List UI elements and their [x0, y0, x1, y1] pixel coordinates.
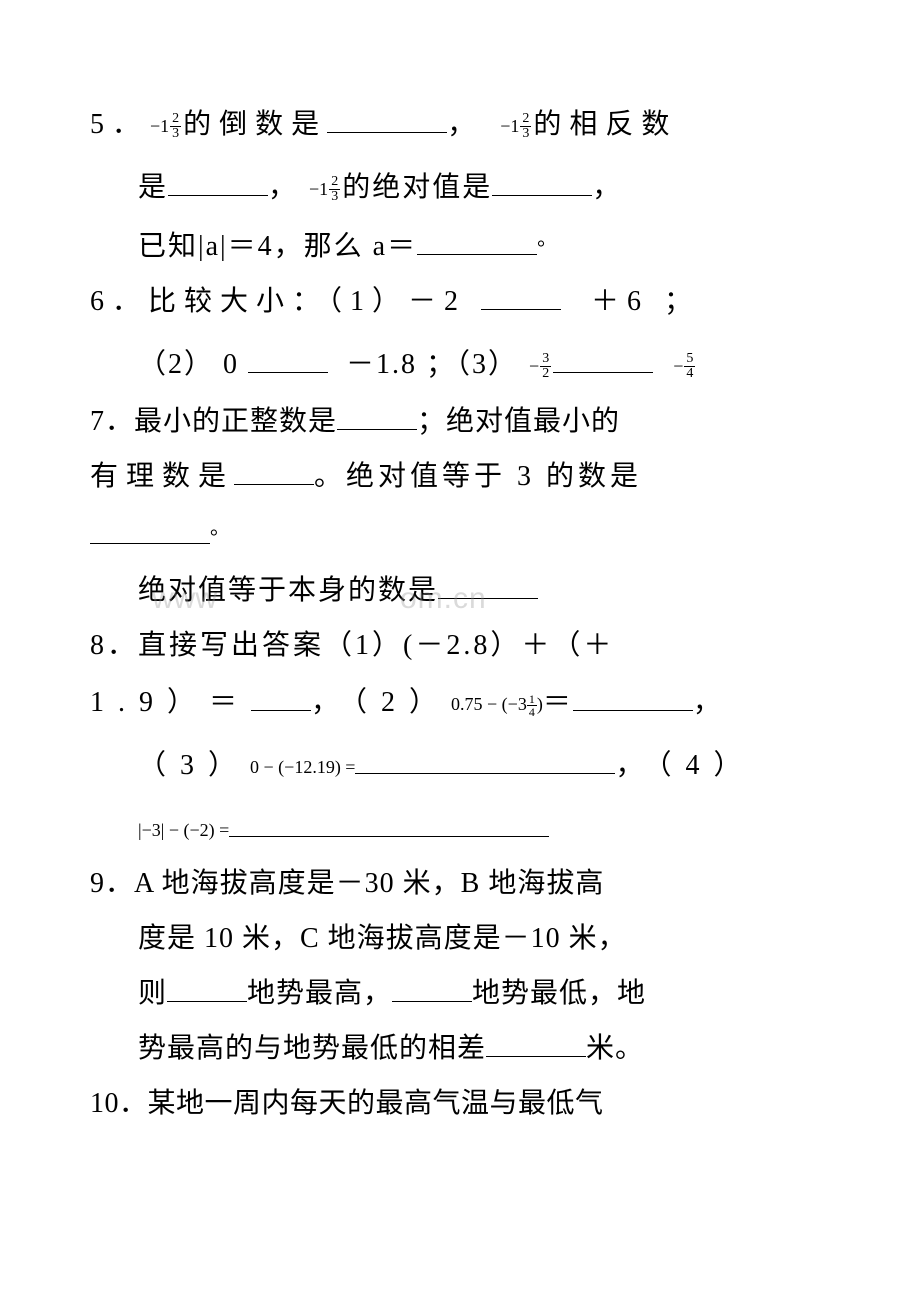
blank [392, 974, 472, 1002]
q8-line2: 1.9）＝，（2）0.75 − (−314)＝， [90, 678, 830, 727]
q9-line2: 度是 10 米，C 地海拔高度是－10 米， [90, 914, 830, 963]
blank [438, 571, 538, 599]
blank [251, 683, 311, 711]
q10-line1: 10．某地一周内每天的最高气温与最低气 [90, 1079, 830, 1128]
q7-line1: 7．最小的正整数是；绝对值最小的 [90, 397, 830, 446]
blank [486, 1029, 586, 1057]
blank [417, 227, 537, 255]
q9-line1: 9．A 地海拔高度是－30 米，B 地海拔高 [90, 859, 830, 908]
blank [90, 516, 210, 544]
q6-frac2: −54 [673, 351, 695, 383]
blank [573, 683, 693, 711]
blank [355, 746, 615, 774]
blank [481, 282, 561, 310]
blank [229, 809, 549, 837]
q5-frac2: −123 [500, 111, 531, 143]
q5-frac3: −123 [309, 174, 340, 206]
q7-line2: 有理数是。绝对值等于 3 的数是 [90, 452, 830, 501]
q8-expr2: 0.75 − (−314) [451, 694, 543, 714]
q5-line2: 是， −123的绝对值是， [90, 163, 830, 212]
q8-expr4: |−3| − (−2) = [138, 820, 229, 840]
q6-line2: （2） 0 －1.8 ；（3） −32 −54 [90, 340, 830, 389]
q7-line4: 绝对值等于本身的数是 [90, 566, 830, 615]
q6-frac1: −32 [529, 351, 551, 383]
blank [168, 168, 268, 196]
q8-expr3: 0 − (−12.19) = [250, 757, 355, 777]
q7-line3: 。 [90, 511, 830, 560]
q8-line3: （3）0 − (−12.19) =，（4） [90, 741, 830, 790]
blank [248, 345, 328, 373]
q8-line1: 8．直接写出答案（1）(－2.8）＋（＋ [90, 621, 830, 670]
q5-prefix: 5． [90, 109, 148, 140]
q9-line3: 则地势最高，地势最低，地 [90, 969, 830, 1018]
document-content: 5．−123的倒数是， −123的相反数 是， −123的绝对值是， 已知|a|… [0, 0, 920, 1194]
blank [492, 168, 592, 196]
q6-line1: 6．比较大小：（1）－2 ＋6 ； [90, 277, 830, 326]
blank [337, 402, 417, 430]
q5-frac1: −123 [150, 111, 181, 143]
q5-line3: 已知|a|＝4，那么 a＝。 [90, 222, 830, 271]
blank [167, 974, 247, 1002]
q8-line4: |−3| − (−2) = [90, 804, 830, 853]
blank [553, 345, 653, 373]
q5-line1: 5．−123的倒数是， −123的相反数 [90, 100, 830, 149]
blank [327, 105, 447, 133]
blank [234, 457, 314, 485]
q9-line4: 势最高的与地势最低的相差米。 [90, 1024, 830, 1073]
